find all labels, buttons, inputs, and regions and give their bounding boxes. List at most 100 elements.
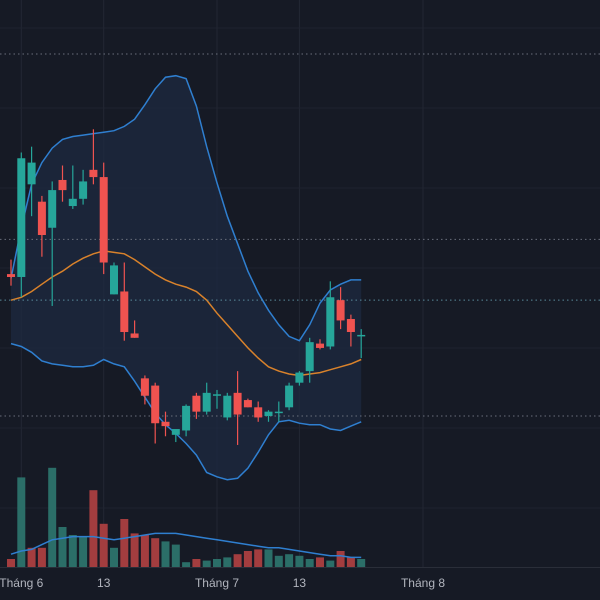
- candle-body: [233, 392, 242, 415]
- candle[interactable]: [17, 152, 26, 298]
- candle[interactable]: [7, 259, 15, 286]
- candle-body: [99, 177, 108, 263]
- candle[interactable]: [285, 382, 294, 411]
- x-tick-label: 13: [293, 576, 307, 590]
- candle-body: [58, 179, 67, 191]
- candle-body: [254, 407, 263, 418]
- candle[interactable]: [233, 371, 242, 445]
- candle[interactable]: [140, 375, 149, 405]
- candle-body: [243, 400, 252, 408]
- candle[interactable]: [254, 401, 263, 422]
- candle-body: [120, 291, 129, 333]
- candle-body: [48, 190, 57, 228]
- candle[interactable]: [37, 195, 46, 257]
- candle-body: [346, 318, 355, 333]
- candle-body: [326, 297, 335, 347]
- candle[interactable]: [326, 281, 335, 350]
- candle-body: [295, 372, 304, 383]
- candle-body: [336, 300, 345, 321]
- candle[interactable]: [213, 389, 221, 409]
- candle[interactable]: [48, 181, 57, 306]
- volume-bar: [182, 562, 191, 567]
- candle[interactable]: [336, 287, 345, 330]
- volume-bar: [89, 490, 98, 567]
- candle[interactable]: [274, 401, 283, 422]
- volume-bar: [99, 523, 108, 567]
- candle[interactable]: [305, 337, 314, 383]
- volume-bar: [223, 557, 232, 567]
- candle[interactable]: [99, 162, 108, 275]
- candle-body: [264, 411, 273, 416]
- candle[interactable]: [68, 165, 77, 209]
- candle-body: [171, 429, 180, 435]
- candle[interactable]: [171, 429, 180, 443]
- candle[interactable]: [151, 382, 160, 444]
- candle-body: [89, 169, 98, 178]
- volume-bar: [254, 549, 263, 567]
- candle[interactable]: [202, 382, 211, 415]
- candle-body: [182, 405, 191, 431]
- candle[interactable]: [295, 371, 304, 386]
- candle[interactable]: [27, 146, 36, 217]
- candle-body: [140, 378, 149, 396]
- candle[interactable]: [192, 392, 201, 419]
- band-fill: [11, 75, 362, 480]
- candle[interactable]: [161, 411, 170, 437]
- candle-body: [285, 385, 294, 408]
- candle[interactable]: [316, 339, 324, 350]
- lower-band-line: [10, 342, 362, 481]
- volume-bar: [68, 535, 77, 567]
- candle-body: [37, 201, 46, 235]
- candle-body: [202, 392, 211, 412]
- volume-bar: [140, 535, 149, 567]
- candle[interactable]: [264, 410, 273, 422]
- volume-bar: [151, 538, 160, 567]
- candle-body: [223, 395, 232, 418]
- volume-bar: [243, 551, 252, 567]
- candle-body: [17, 158, 26, 277]
- x-axis: Tháng 6 13 Tháng 7 13 Tháng 8: [0, 567, 600, 590]
- volume-bar: [202, 560, 211, 567]
- candle[interactable]: [130, 320, 139, 338]
- x-tick-label: Tháng 8: [401, 576, 445, 590]
- candle-body: [68, 198, 77, 207]
- upper-band-line: [10, 74, 362, 342]
- candle[interactable]: [346, 314, 355, 347]
- volume-bar: [48, 467, 57, 567]
- candle-body: [305, 342, 314, 372]
- volume-bar: [346, 557, 355, 567]
- volume-bar: [357, 559, 366, 567]
- candle[interactable]: [110, 262, 118, 295]
- volume-bar: [27, 547, 36, 567]
- candle[interactable]: [79, 169, 88, 205]
- volume-bar: [7, 559, 15, 567]
- volume-bar: [233, 554, 242, 567]
- candle-body: [27, 162, 36, 185]
- candle-body: [130, 333, 139, 338]
- volume-ma-line: [10, 532, 362, 559]
- candle[interactable]: [223, 392, 232, 421]
- candle-body: [110, 265, 118, 295]
- candle[interactable]: [182, 404, 191, 437]
- candle-body: [274, 411, 283, 414]
- candle-body: [192, 395, 201, 412]
- candle[interactable]: [89, 129, 98, 185]
- candle[interactable]: [58, 165, 67, 202]
- volume-bar: [326, 560, 335, 567]
- volume-bar: [79, 536, 88, 567]
- volume-bar: [274, 555, 283, 567]
- candle[interactable]: [243, 398, 252, 408]
- candle-body: [213, 394, 221, 396]
- candle-body: [79, 181, 88, 199]
- volume-bar: [295, 555, 304, 567]
- volume-bar: [336, 551, 345, 567]
- candle[interactable]: [357, 329, 366, 359]
- gridlines: [0, 0, 600, 567]
- candle[interactable]: [120, 262, 129, 341]
- candles[interactable]: [7, 129, 366, 445]
- x-tick-label: Tháng 6: [0, 576, 44, 590]
- volume-bar: [192, 559, 201, 567]
- x-tick-label: Tháng 7: [195, 576, 239, 590]
- candle-body: [7, 274, 15, 277]
